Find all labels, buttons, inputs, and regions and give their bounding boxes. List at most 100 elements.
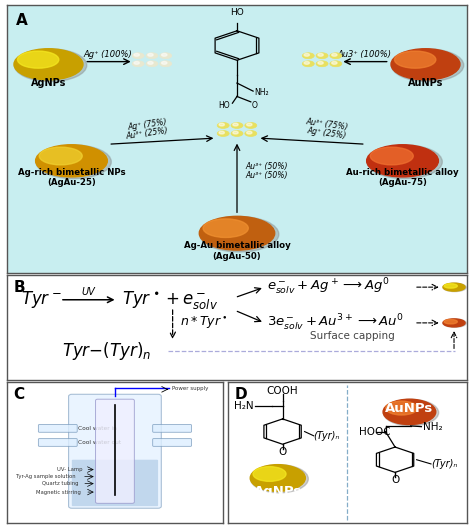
Ellipse shape bbox=[219, 123, 224, 126]
Text: $Tyr^-$: $Tyr^-$ bbox=[21, 289, 62, 310]
Text: D: D bbox=[235, 387, 247, 401]
Ellipse shape bbox=[246, 131, 252, 134]
Ellipse shape bbox=[250, 465, 305, 491]
Ellipse shape bbox=[148, 62, 153, 64]
Text: (Tyr)ₙ: (Tyr)ₙ bbox=[431, 459, 457, 469]
Ellipse shape bbox=[330, 53, 342, 59]
Ellipse shape bbox=[203, 219, 248, 237]
Ellipse shape bbox=[134, 62, 139, 64]
Text: O: O bbox=[278, 447, 287, 457]
Ellipse shape bbox=[245, 123, 257, 129]
Text: Au³⁺ (25%): Au³⁺ (25%) bbox=[126, 126, 169, 141]
Ellipse shape bbox=[370, 147, 413, 165]
Text: HOOC: HOOC bbox=[359, 426, 391, 436]
Text: Ag⁺ (75%): Ag⁺ (75%) bbox=[127, 117, 167, 132]
Text: Ag-rich bimetallic NPs
(AgAu-25): Ag-rich bimetallic NPs (AgAu-25) bbox=[18, 168, 125, 187]
Text: Au³⁺ (50%): Au³⁺ (50%) bbox=[245, 162, 288, 171]
Ellipse shape bbox=[132, 61, 144, 67]
Ellipse shape bbox=[160, 61, 172, 67]
Ellipse shape bbox=[199, 216, 275, 250]
Ellipse shape bbox=[36, 145, 107, 177]
Ellipse shape bbox=[253, 467, 286, 481]
Ellipse shape bbox=[233, 131, 238, 134]
FancyBboxPatch shape bbox=[38, 425, 77, 432]
Text: Ag-Au bimetallic alloy
(AgAu-50): Ag-Au bimetallic alloy (AgAu-50) bbox=[183, 241, 291, 261]
Ellipse shape bbox=[14, 49, 83, 80]
Ellipse shape bbox=[391, 49, 460, 80]
Ellipse shape bbox=[231, 123, 243, 129]
Text: NH₂: NH₂ bbox=[255, 88, 269, 97]
Ellipse shape bbox=[386, 401, 417, 415]
Ellipse shape bbox=[443, 319, 465, 327]
Text: Cool water in: Cool water in bbox=[78, 426, 117, 431]
Ellipse shape bbox=[444, 320, 457, 324]
Text: $Tyr^\bullet + e^-_{solv}$: $Tyr^\bullet + e^-_{solv}$ bbox=[122, 289, 218, 311]
Text: UV: UV bbox=[82, 287, 95, 296]
Ellipse shape bbox=[146, 53, 158, 59]
Ellipse shape bbox=[367, 145, 438, 177]
Ellipse shape bbox=[148, 54, 153, 56]
Text: Surface capping: Surface capping bbox=[310, 331, 394, 341]
Ellipse shape bbox=[332, 54, 337, 56]
Ellipse shape bbox=[316, 53, 328, 59]
Ellipse shape bbox=[394, 51, 436, 68]
Ellipse shape bbox=[302, 61, 314, 67]
Text: Au-rich bimetallic alloy
(AgAu-75): Au-rich bimetallic alloy (AgAu-75) bbox=[346, 168, 459, 187]
Ellipse shape bbox=[134, 54, 139, 56]
Ellipse shape bbox=[316, 61, 328, 67]
Ellipse shape bbox=[217, 123, 229, 129]
Ellipse shape bbox=[383, 399, 436, 425]
Ellipse shape bbox=[146, 61, 158, 67]
Ellipse shape bbox=[304, 62, 310, 64]
Ellipse shape bbox=[231, 131, 243, 136]
Ellipse shape bbox=[162, 62, 167, 64]
Text: Cool water out: Cool water out bbox=[78, 440, 121, 445]
Ellipse shape bbox=[444, 284, 457, 288]
Text: O: O bbox=[391, 475, 399, 485]
Text: AgNPs: AgNPs bbox=[254, 485, 302, 498]
Ellipse shape bbox=[233, 123, 238, 126]
FancyBboxPatch shape bbox=[96, 399, 134, 503]
Ellipse shape bbox=[162, 54, 167, 56]
FancyBboxPatch shape bbox=[153, 425, 191, 432]
Ellipse shape bbox=[367, 145, 442, 179]
Text: B: B bbox=[14, 280, 26, 295]
Text: Au³⁺ (50%): Au³⁺ (50%) bbox=[245, 172, 288, 180]
FancyBboxPatch shape bbox=[153, 439, 191, 447]
Ellipse shape bbox=[443, 283, 466, 292]
Ellipse shape bbox=[39, 147, 82, 165]
Ellipse shape bbox=[443, 283, 465, 291]
Text: NH₂: NH₂ bbox=[423, 422, 442, 432]
Text: AuNPs: AuNPs bbox=[408, 78, 443, 88]
Ellipse shape bbox=[200, 217, 279, 252]
Ellipse shape bbox=[330, 61, 342, 67]
Text: A: A bbox=[16, 13, 28, 28]
Text: Ag⁺ (25%): Ag⁺ (25%) bbox=[307, 126, 347, 141]
Ellipse shape bbox=[219, 131, 224, 134]
Ellipse shape bbox=[217, 131, 229, 136]
Text: O: O bbox=[252, 100, 257, 109]
Text: AgNPs: AgNPs bbox=[31, 78, 66, 88]
Ellipse shape bbox=[304, 54, 310, 56]
Ellipse shape bbox=[318, 62, 323, 64]
Ellipse shape bbox=[302, 53, 314, 59]
Text: Au³⁺ (75%): Au³⁺ (75%) bbox=[305, 117, 348, 132]
Ellipse shape bbox=[383, 399, 438, 426]
Text: Ag⁺ (100%): Ag⁺ (100%) bbox=[84, 50, 133, 59]
Ellipse shape bbox=[132, 53, 144, 59]
FancyBboxPatch shape bbox=[69, 395, 161, 508]
Ellipse shape bbox=[245, 131, 257, 136]
Ellipse shape bbox=[160, 53, 172, 59]
Ellipse shape bbox=[392, 49, 464, 82]
Text: $Tyr\mathrm{-}(Tyr)_n$: $Tyr\mathrm{-}(Tyr)_n$ bbox=[62, 340, 152, 362]
Text: Quartz tubing: Quartz tubing bbox=[42, 481, 78, 486]
Text: UV- Lamp: UV- Lamp bbox=[57, 467, 82, 472]
Text: AuNPs: AuNPs bbox=[385, 402, 434, 415]
Text: Power supply: Power supply bbox=[172, 386, 209, 391]
Text: (Tyr)ₙ: (Tyr)ₙ bbox=[314, 431, 340, 441]
Text: $e^-_{solv} + Ag^+ \longrightarrow Ag^0$: $e^-_{solv} + Ag^+ \longrightarrow Ag^0$ bbox=[267, 277, 390, 297]
FancyBboxPatch shape bbox=[72, 460, 158, 506]
Ellipse shape bbox=[443, 319, 466, 327]
Ellipse shape bbox=[332, 62, 337, 64]
Text: Magnetic stirring: Magnetic stirring bbox=[36, 490, 81, 494]
